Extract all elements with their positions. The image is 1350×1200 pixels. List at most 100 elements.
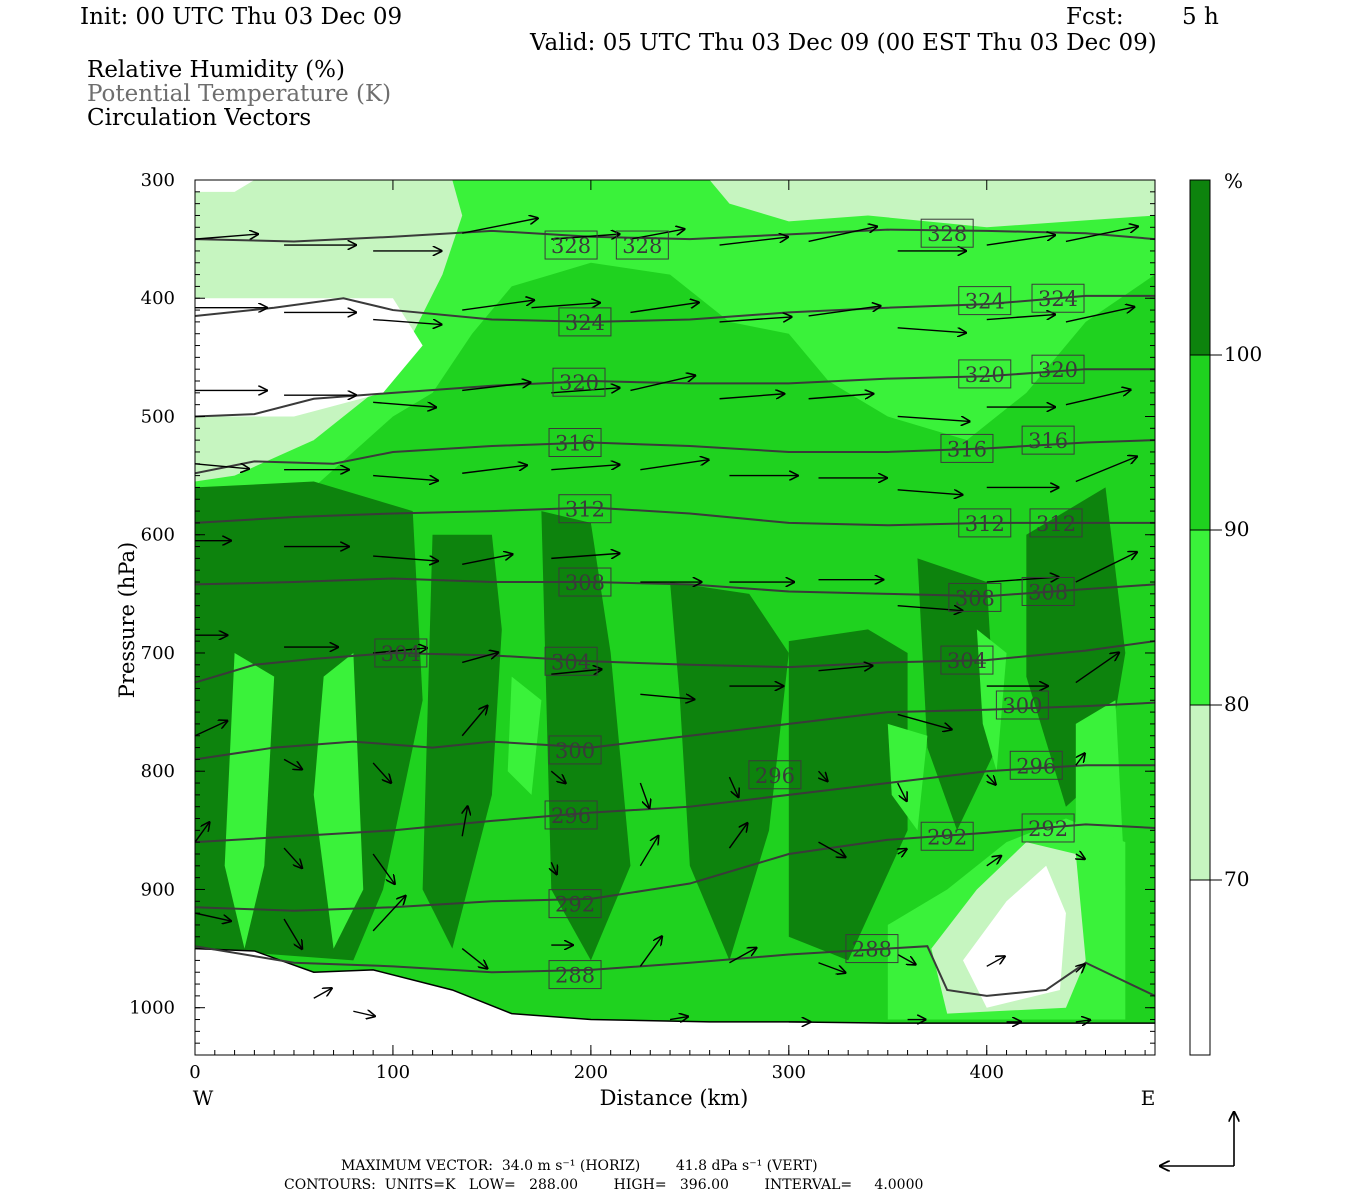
x-tick-label: 400 (970, 1062, 1004, 1083)
theta-label: 292 (927, 825, 967, 849)
theta-contour-316 (195, 439, 1155, 475)
theta-label-box (1031, 283, 1085, 313)
circulation-vector (640, 460, 708, 471)
circulation-vector (986, 856, 1001, 867)
circulation-vector (461, 948, 487, 969)
rh-region-80-90-lower-1 (313, 652, 364, 949)
theta-label-box (1021, 576, 1075, 606)
circulation-vector (897, 489, 963, 495)
y-tick-label: 600 (141, 525, 175, 546)
colorbar-level-label: 90 (1224, 517, 1249, 541)
circulation-vector (808, 394, 874, 400)
theta-label-box (958, 286, 1012, 316)
theta-contour-288 (195, 945, 1155, 997)
theta-label: 312 (1036, 512, 1076, 536)
theta-label: 308 (565, 571, 605, 595)
forecast-hour: 5 h (1182, 4, 1219, 30)
circulation-vector (551, 669, 601, 674)
circulation-vector (195, 822, 209, 843)
y-tick-label: 500 (141, 406, 175, 427)
circulation-vector (897, 953, 916, 964)
colorbar-band (1189, 529, 1211, 706)
circulation-vector (669, 1017, 688, 1020)
theta-label: 316 (555, 432, 595, 456)
theta-label-box (548, 960, 602, 990)
rh-region-80-90-lower-4 (976, 629, 1007, 772)
theta-label-box (920, 218, 974, 248)
theta-label: 328 (927, 222, 967, 246)
init-time: Init: 00 UTC Thu 03 Dec 09 (80, 4, 403, 30)
circulation-vector (551, 234, 619, 240)
circulation-vector (897, 782, 907, 801)
x-tick-label: 100 (376, 1062, 410, 1083)
y-tick-label: 400 (141, 288, 175, 309)
circulation-vector (462, 554, 512, 565)
circulation-vector (195, 234, 258, 240)
reference-vector-icon (1160, 1112, 1234, 1166)
theta-label-box (615, 230, 669, 260)
y-axis-title: Pressure (hPa) (115, 542, 139, 698)
colorbar-band (1189, 879, 1211, 1056)
theta-label: 304 (551, 650, 591, 674)
colorbar-unit: % (1224, 169, 1243, 193)
theta-contour-324 (195, 294, 1155, 323)
max-vector-text: MAXIMUM VECTOR: 34.0 m s⁻¹ (HORIZ) 41.8 … (341, 1158, 818, 1174)
circulation-vector (639, 936, 662, 967)
circulation-vector (373, 555, 438, 561)
circulation-vector (1076, 854, 1085, 859)
theta-labels: 328 328 328 324 324 324 320 320 320 316 316 316 312 3… (374, 218, 1085, 990)
theta-label: 308 (955, 586, 995, 610)
rh-region-80-90-lower-2 (507, 676, 542, 795)
terrain-line (195, 947, 1155, 1024)
circulation-vector (986, 235, 1055, 246)
circulation-vector (808, 226, 877, 243)
theta-label-box (558, 567, 612, 597)
y-tick-label: 1000 (129, 998, 175, 1019)
circulation-vector (283, 918, 302, 949)
theta-label-box (845, 934, 899, 964)
theta-contour-304 (195, 640, 1155, 684)
theta-label-box (958, 508, 1012, 538)
theta-label: 324 (965, 290, 1005, 314)
x-left-label: W (193, 1086, 214, 1110)
colorbar: 100 90 80 70 (1189, 179, 1262, 1056)
circulation-vector (728, 823, 747, 849)
theta-label: 300 (1002, 694, 1042, 718)
theta-label-box (995, 690, 1049, 720)
theta-label: 292 (1028, 817, 1068, 841)
circulation-vector (283, 847, 302, 868)
circulation-vector (1065, 307, 1134, 323)
rh-region-70-80-top (709, 180, 1155, 228)
theta-label-box (940, 645, 994, 675)
axes: 0 100 200 300 400 300 400 500 600 700 800 900 1000 (129, 170, 1155, 1083)
theta-label-box (552, 367, 606, 397)
theta-label: 320 (559, 371, 599, 395)
circulation-vector (1065, 226, 1138, 243)
circulation-vector (630, 375, 695, 392)
contour-info-text: CONTOURS: UNITS=K LOW= 288.00 HIGH= 396.… (284, 1177, 924, 1193)
theta-label-box (940, 433, 994, 463)
circulation-vector (1075, 457, 1137, 483)
colorbar-band (1189, 354, 1211, 531)
valid-time: Valid: 05 UTC Thu 03 Dec 09 (00 EST Thu … (530, 30, 1157, 56)
circulation-vector (897, 604, 963, 611)
colorbar-level-label: 70 (1224, 867, 1249, 891)
theta-label-box (374, 638, 428, 668)
circulation-vector (462, 382, 530, 392)
field-vectors-label: Circulation Vectors (87, 105, 312, 131)
theta-label: 304 (381, 642, 421, 666)
theta-contour-320 (195, 368, 1155, 418)
rh-region-dry-lower (963, 865, 1066, 1008)
x-tick-label: 200 (574, 1062, 608, 1083)
circulation-vector (818, 666, 873, 672)
circulation-vector (1075, 552, 1137, 583)
theta-label-box (1021, 813, 1075, 843)
circulation-vector (373, 648, 427, 654)
colorbar-band (1189, 704, 1211, 881)
theta-label-box (748, 760, 802, 790)
circulation-vector (373, 474, 438, 481)
circulation-vector (719, 394, 785, 400)
theta-label-box (558, 307, 612, 337)
field-rh-label: Relative Humidity (%) (87, 57, 345, 83)
